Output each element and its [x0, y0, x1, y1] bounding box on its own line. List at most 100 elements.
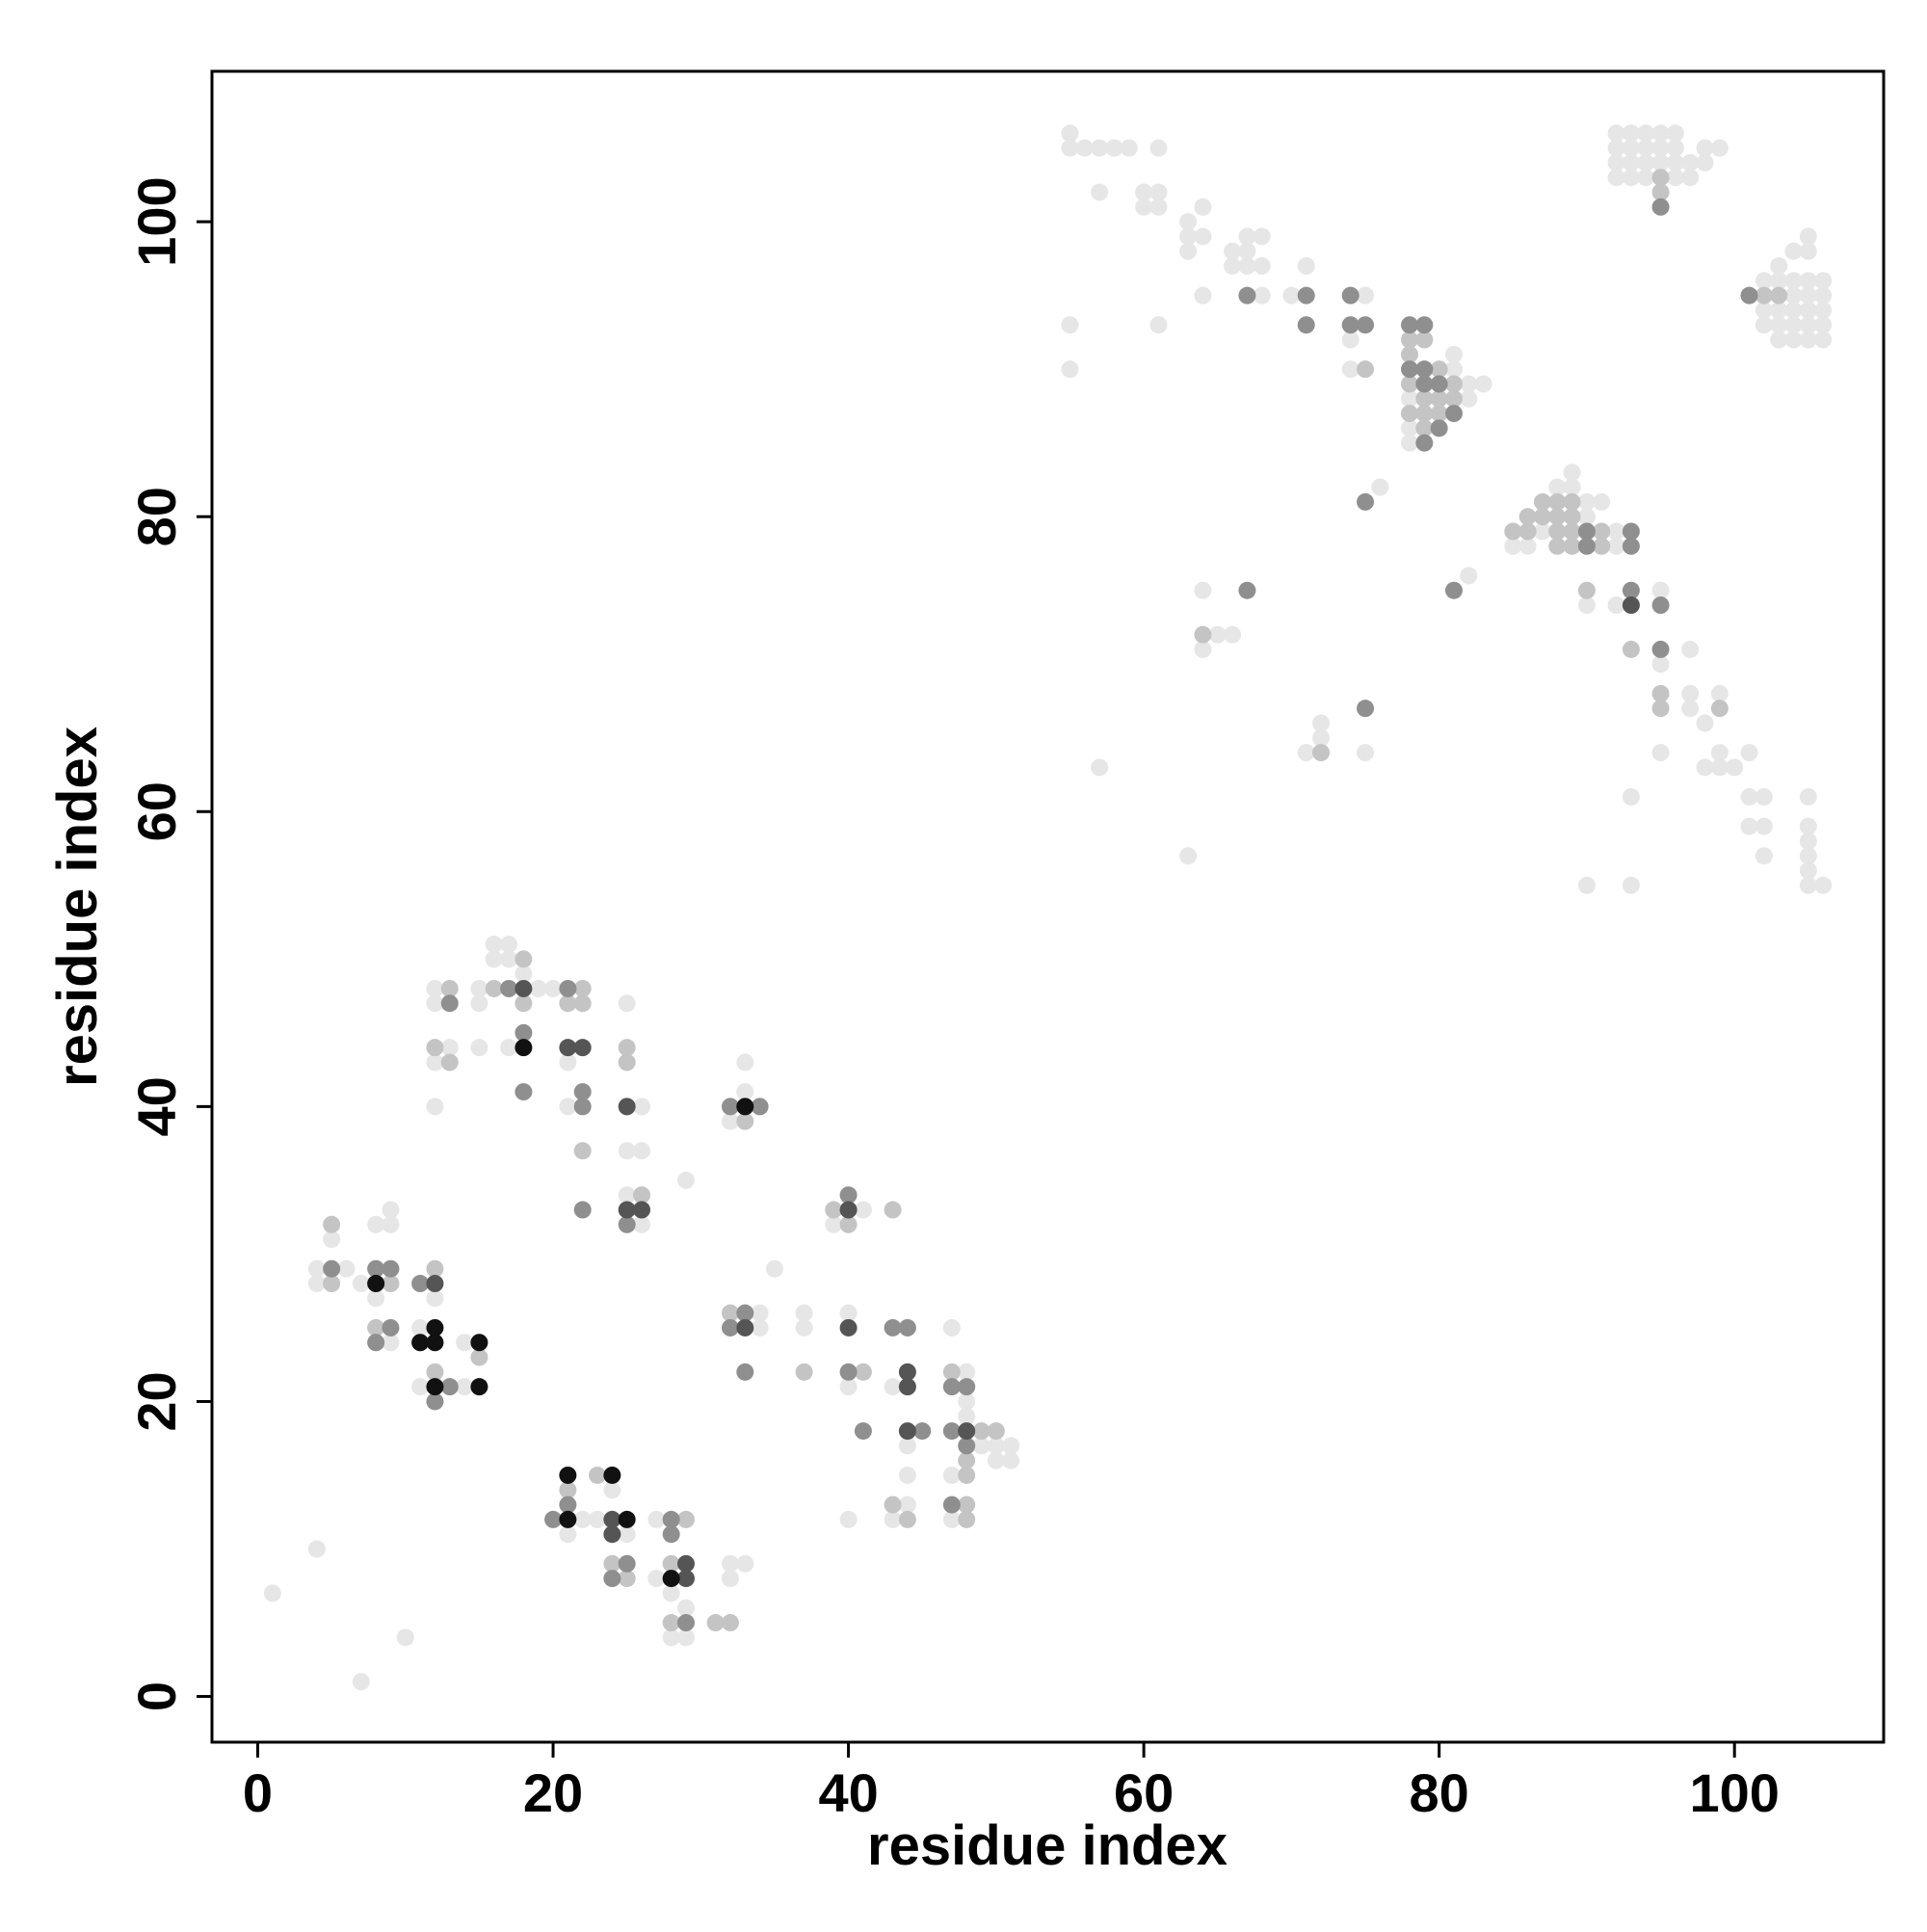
contact-point	[751, 1304, 769, 1322]
x-tick-label: 20	[523, 1762, 583, 1823]
contact-point	[618, 1186, 636, 1204]
contact-point	[470, 1378, 488, 1396]
contact-point	[839, 1186, 858, 1204]
contact-point	[485, 950, 503, 968]
contact-point	[1681, 153, 1700, 172]
contact-point	[1341, 360, 1359, 379]
contact-point	[1710, 744, 1729, 762]
contact-point	[1208, 625, 1227, 644]
contact-point	[1061, 360, 1079, 379]
contact-point	[515, 1023, 533, 1042]
contact-point	[1577, 537, 1596, 555]
contact-point	[1415, 419, 1434, 437]
contact-point	[440, 1378, 459, 1396]
contact-point	[1563, 522, 1581, 541]
contact-point	[1607, 153, 1625, 172]
contact-point	[1710, 684, 1729, 702]
contact-point	[618, 1510, 636, 1528]
contact-point	[1533, 492, 1551, 511]
contact-point	[573, 1098, 592, 1116]
contact-point	[1444, 360, 1463, 379]
contact-point	[1091, 139, 1109, 157]
contact-point	[618, 1215, 636, 1233]
contact-point	[1696, 758, 1714, 777]
contact-point	[1533, 508, 1551, 526]
contact-point	[958, 1422, 976, 1441]
contact-point	[618, 1142, 636, 1160]
contact-point	[1651, 640, 1670, 658]
contact-point	[958, 1392, 976, 1411]
contact-point	[1770, 257, 1788, 276]
contact-point	[1149, 198, 1168, 216]
contact-point	[1002, 1451, 1020, 1469]
contact-point	[426, 1334, 444, 1352]
y-tick-label: 20	[126, 1371, 187, 1431]
contact-point	[426, 1053, 444, 1072]
contact-point	[307, 1275, 326, 1293]
contact-point	[1371, 478, 1389, 496]
contact-point	[1799, 286, 1817, 304]
contact-point	[1784, 286, 1803, 304]
contact-point	[426, 1289, 444, 1308]
contact-point	[1622, 596, 1640, 615]
contact-point	[603, 1554, 621, 1573]
contact-point	[736, 1304, 754, 1322]
contact-point	[618, 1525, 636, 1544]
contact-point	[1784, 242, 1803, 260]
contact-point	[1577, 581, 1596, 599]
contact-point	[1622, 139, 1640, 157]
contact-point	[1430, 375, 1448, 393]
contact-point	[426, 1318, 444, 1337]
contact-point	[972, 1422, 990, 1441]
contact-point	[1814, 272, 1833, 290]
contact-point	[854, 1363, 872, 1381]
contact-point	[1563, 463, 1581, 482]
contact-point	[765, 1259, 783, 1278]
contact-point	[1430, 405, 1448, 423]
contact-point	[426, 994, 444, 1013]
contact-point	[589, 1510, 607, 1528]
contact-point	[676, 1171, 695, 1189]
contact-point	[515, 965, 533, 983]
contact-point	[1149, 183, 1168, 201]
contact-point	[839, 1318, 858, 1337]
contact-point	[411, 1318, 430, 1337]
contact-point	[1149, 316, 1168, 334]
contact-point	[1666, 169, 1684, 187]
contact-point	[396, 1628, 414, 1647]
contact-point	[1091, 183, 1109, 201]
contact-point	[263, 1584, 281, 1602]
contact-point	[1770, 272, 1788, 290]
contact-point	[618, 1554, 636, 1573]
contact-point	[1622, 537, 1640, 555]
contact-point	[1460, 389, 1478, 408]
contact-point	[839, 1510, 858, 1528]
contact-point	[1799, 272, 1817, 290]
contact-point	[1696, 714, 1714, 732]
contact-point	[1593, 492, 1611, 511]
contact-point	[1563, 537, 1581, 555]
contact-point	[515, 1083, 533, 1101]
contact-point	[456, 1378, 474, 1396]
contact-point	[559, 979, 577, 997]
contact-point	[1430, 389, 1448, 408]
contact-point	[958, 1495, 976, 1514]
contact-point	[1607, 537, 1625, 555]
contact-point	[1238, 227, 1256, 246]
contact-point	[618, 1039, 636, 1057]
contact-point	[736, 1554, 754, 1573]
contact-point	[440, 1053, 459, 1072]
contact-point	[1651, 581, 1670, 599]
contact-point	[1415, 405, 1434, 423]
contact-point	[1061, 316, 1079, 334]
contact-point	[721, 1570, 739, 1588]
contact-point	[1740, 787, 1758, 806]
contact-point	[559, 1495, 577, 1514]
contact-point	[1548, 522, 1567, 541]
contact-point	[884, 1495, 902, 1514]
contact-point	[1194, 227, 1212, 246]
contact-point	[1607, 522, 1625, 541]
contact-point	[898, 1495, 916, 1514]
contact-point	[1312, 744, 1331, 762]
